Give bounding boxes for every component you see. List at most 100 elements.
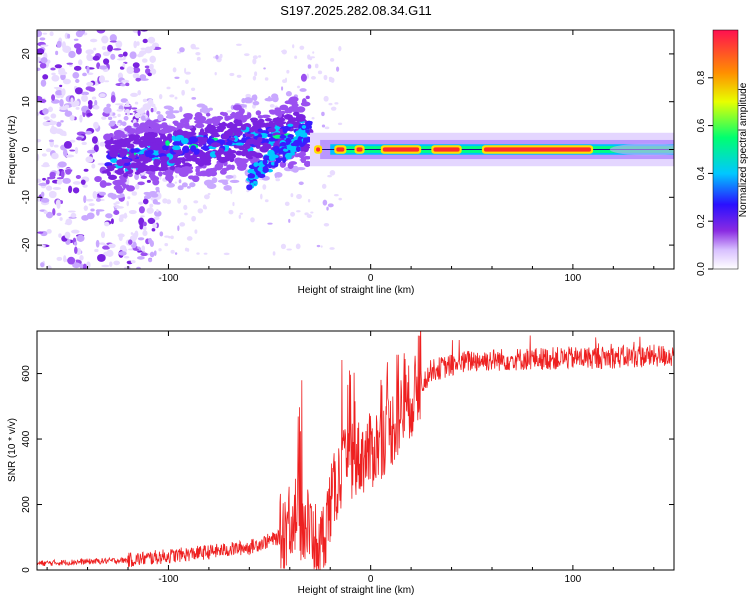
spectrogram-cell xyxy=(137,181,145,186)
spectrogram-cell xyxy=(246,138,256,145)
spectrogram-cell xyxy=(296,210,301,213)
spectrogram-cell xyxy=(127,239,133,245)
spectrogram-cell xyxy=(155,186,160,191)
spectrogram-cell xyxy=(65,169,73,173)
spectrogram-cell xyxy=(294,130,303,137)
spectrogram-cell xyxy=(184,131,194,137)
spectrogram-cell xyxy=(113,184,123,191)
spectrogram-cell xyxy=(56,212,62,216)
spectrogram-cell xyxy=(178,179,182,184)
spectrogram-cell xyxy=(140,47,146,50)
spectrogram-cell xyxy=(306,73,309,79)
spectrogram-cell xyxy=(236,74,242,78)
spectrogram-cell xyxy=(163,126,170,132)
spectrogram-cell xyxy=(338,45,342,52)
spectrogram-cell xyxy=(73,38,79,41)
spectrogram-cell xyxy=(110,158,119,163)
spectrogram-cell xyxy=(224,117,230,122)
spectrogram-cell xyxy=(125,82,130,87)
colorbar-tick-label: 0.8 xyxy=(696,70,707,84)
spectrogram-cell xyxy=(186,185,191,189)
spectrogram-cell xyxy=(196,103,206,108)
spectrogram-cell xyxy=(74,246,78,254)
spectrogram-cell xyxy=(136,41,140,46)
spectrogram-cell xyxy=(257,173,266,178)
spectrogram-cell xyxy=(98,191,106,196)
spectrogram-cell xyxy=(118,251,127,256)
spectrogram-cell xyxy=(123,104,131,107)
spectrogram-cell xyxy=(181,182,188,188)
spectrogram-cell xyxy=(257,128,263,133)
spectrogram-cell xyxy=(292,106,301,114)
spectrogram-cell xyxy=(123,115,129,121)
spectrogram-cell xyxy=(142,38,148,44)
spectrogram-cell xyxy=(55,89,64,96)
spectrogram-cell xyxy=(121,79,130,83)
spectrogram-ytick-label: -20 xyxy=(21,237,32,252)
spectrogram-cell xyxy=(246,184,253,191)
spectrogram-cell xyxy=(149,251,155,258)
spectrogram-cell xyxy=(207,123,213,128)
spectrogram-cell xyxy=(148,129,153,133)
spectrogram-cell xyxy=(87,72,94,76)
spectrogram-cell xyxy=(217,147,225,155)
spectrogram-cell xyxy=(96,30,106,34)
spectrogram-cell xyxy=(288,107,294,113)
spectrogram-cell xyxy=(333,193,339,197)
spectrogram-cell xyxy=(46,265,52,269)
spectrogram-cell xyxy=(326,206,329,211)
spectrogram-cell xyxy=(91,136,98,144)
spectrogram-cell xyxy=(143,191,151,195)
spectrogram-cell xyxy=(230,188,233,195)
spectrogram-cell xyxy=(64,110,73,117)
spectrogram-cell xyxy=(248,156,253,160)
spectrogram-cell xyxy=(194,148,200,155)
spectrogram-cell xyxy=(124,126,132,132)
spectrogram-cell xyxy=(75,106,80,110)
spectrogram-cell xyxy=(149,55,156,64)
spectrogram-cell xyxy=(42,177,46,181)
spectrogram-cell xyxy=(299,45,305,50)
spectrogram-cell xyxy=(81,141,87,146)
spectrogram-cell xyxy=(113,210,120,216)
spectrogram-cell xyxy=(65,218,73,226)
spectrogram-cell xyxy=(38,182,48,186)
spectrogram-cell xyxy=(210,142,221,148)
spectrogram-cell xyxy=(246,190,250,193)
spectrogram-cell xyxy=(203,179,214,187)
spectrogram-cell xyxy=(116,122,121,126)
main-line-peak xyxy=(433,147,460,152)
spectrogram-cell xyxy=(287,162,294,169)
spectrogram-cell xyxy=(274,160,279,168)
spectrogram-cell xyxy=(110,95,116,103)
spectrogram-cell xyxy=(37,67,41,72)
spectrogram-cell xyxy=(90,208,95,212)
spectrogram-cell xyxy=(106,103,111,108)
spectrogram-cell xyxy=(323,223,330,227)
spectrogram-cell xyxy=(40,44,49,47)
spectrogram-cell xyxy=(71,229,80,234)
spectrogram-cell xyxy=(187,113,193,120)
spectrogram-cell xyxy=(295,243,301,250)
spectrogram-cell xyxy=(280,243,287,250)
spectrogram-cell xyxy=(290,211,296,217)
spectrogram-cell xyxy=(142,98,148,103)
spectrogram-cell xyxy=(284,77,288,83)
spectrogram-cell xyxy=(264,77,269,81)
spectrogram-cell xyxy=(45,148,52,153)
spectrogram-cell xyxy=(94,248,99,253)
spectrogram-cell xyxy=(215,54,219,60)
spectrogram-cell xyxy=(280,86,284,91)
main-line-peak xyxy=(336,147,345,152)
spectrogram-cell xyxy=(127,144,135,149)
spectrogram-cell xyxy=(301,132,308,138)
spectrogram-cell xyxy=(158,94,163,100)
spectrogram-cell xyxy=(279,134,287,139)
spectrogram-cell xyxy=(206,116,209,119)
spectrogram-cell xyxy=(114,179,125,186)
spectrogram-cell xyxy=(37,48,45,55)
spectrogram-cell xyxy=(307,64,312,69)
spectrogram-cell xyxy=(262,142,270,147)
spectrogram-cell xyxy=(149,143,156,147)
spectrogram-cell xyxy=(102,51,110,57)
